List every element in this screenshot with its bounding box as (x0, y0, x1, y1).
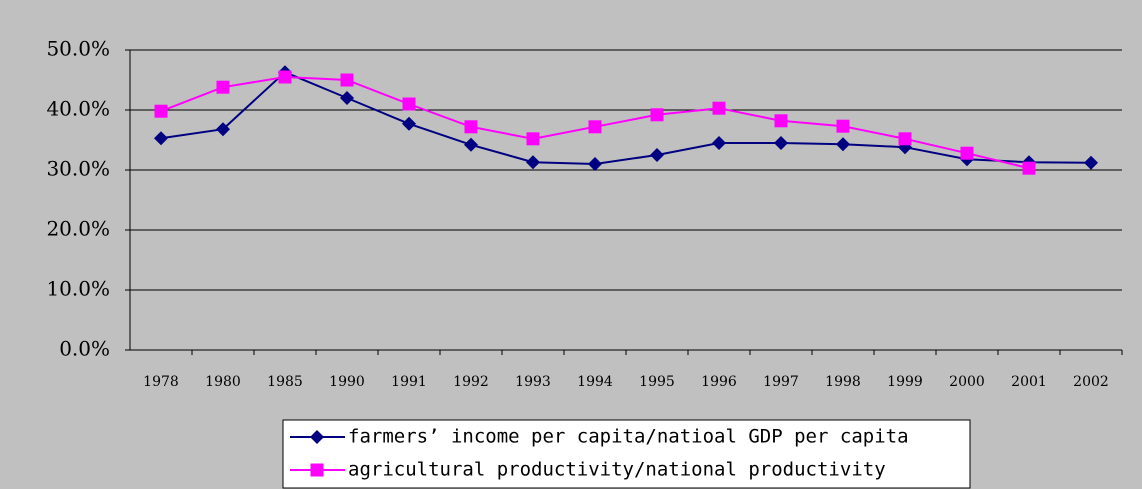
data-point (836, 137, 850, 152)
x-tick-label: 1990 (329, 374, 365, 390)
data-point (712, 136, 726, 150)
legend-label: agricultural productivity/national produ… (348, 459, 886, 481)
data-point (154, 104, 168, 118)
x-tick-label: 1995 (639, 374, 675, 390)
data-point (588, 157, 602, 171)
data-point (340, 91, 354, 105)
data-point (836, 119, 850, 133)
data-point (1022, 161, 1036, 175)
data-point (464, 120, 478, 134)
y-tick-label: 10.0% (46, 277, 110, 301)
data-point (650, 148, 664, 162)
y-tick-label: 20.0% (46, 217, 110, 241)
x-tick-label: 1998 (825, 374, 861, 390)
data-point (712, 101, 726, 115)
y-tick-label: 30.0% (46, 157, 110, 181)
data-point (526, 155, 540, 170)
data-point (1084, 155, 1098, 170)
data-point (216, 80, 230, 94)
x-tick-label: 2002 (1073, 374, 1109, 390)
x-tick-label: 1993 (515, 374, 551, 390)
x-tick-label: 1996 (701, 374, 737, 390)
x-tick-label: 1980 (205, 374, 241, 390)
y-tick-label: 0.0% (59, 337, 110, 361)
data-point (588, 120, 602, 134)
series-line (160, 71, 1092, 166)
x-tick-label: 1999 (887, 374, 923, 390)
plot-area (130, 50, 1122, 350)
data-point (650, 108, 664, 122)
data-point (526, 132, 540, 146)
x-tick-label: 1992 (453, 374, 489, 390)
data-point (774, 114, 788, 128)
data-point (898, 132, 912, 146)
legend-label: farmers’ income per capita/natioal GDP p… (348, 426, 909, 448)
data-point (216, 122, 230, 137)
x-tick-label: 1991 (391, 374, 427, 390)
data-point (278, 70, 292, 84)
x-tick-label: 1978 (143, 374, 179, 390)
x-tick-label: 2001 (1011, 374, 1047, 390)
data-point (402, 116, 416, 131)
legend-marker (310, 463, 324, 477)
data-point (464, 137, 478, 152)
data-point (154, 131, 168, 146)
y-tick-label: 50.0% (46, 37, 110, 61)
data-point (340, 73, 354, 87)
data-point (960, 146, 974, 160)
x-tick-label: 2000 (949, 374, 985, 390)
x-tick-label: 1997 (763, 374, 799, 390)
data-point (402, 97, 416, 111)
legend (282, 419, 971, 489)
legend-marker (310, 430, 324, 444)
y-tick-label: 40.0% (46, 97, 110, 121)
x-tick-label: 1985 (267, 374, 303, 390)
data-point (774, 136, 788, 150)
x-tick-label: 1994 (577, 374, 613, 390)
